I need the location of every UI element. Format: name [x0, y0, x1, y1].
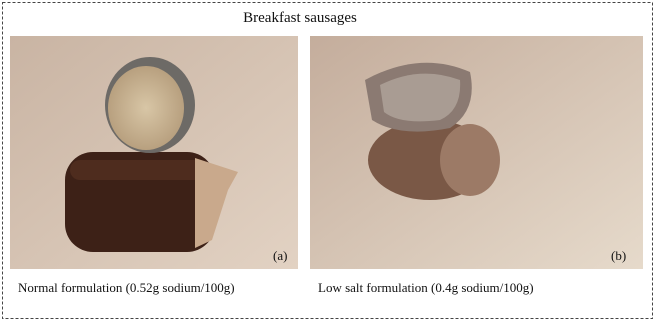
- figure-title: Breakfast sausages: [243, 10, 357, 26]
- panel-label: (a): [273, 248, 287, 263]
- photo-a: [10, 36, 298, 269]
- panel-caption: Low salt formulation (0.4g sodium/100g): [318, 280, 534, 295]
- photo-b: [310, 36, 643, 269]
- panel-label: (b): [611, 248, 626, 263]
- panel-caption: Normal formulation (0.52g sodium/100g): [18, 280, 235, 295]
- figure-border: [2, 2, 653, 319]
